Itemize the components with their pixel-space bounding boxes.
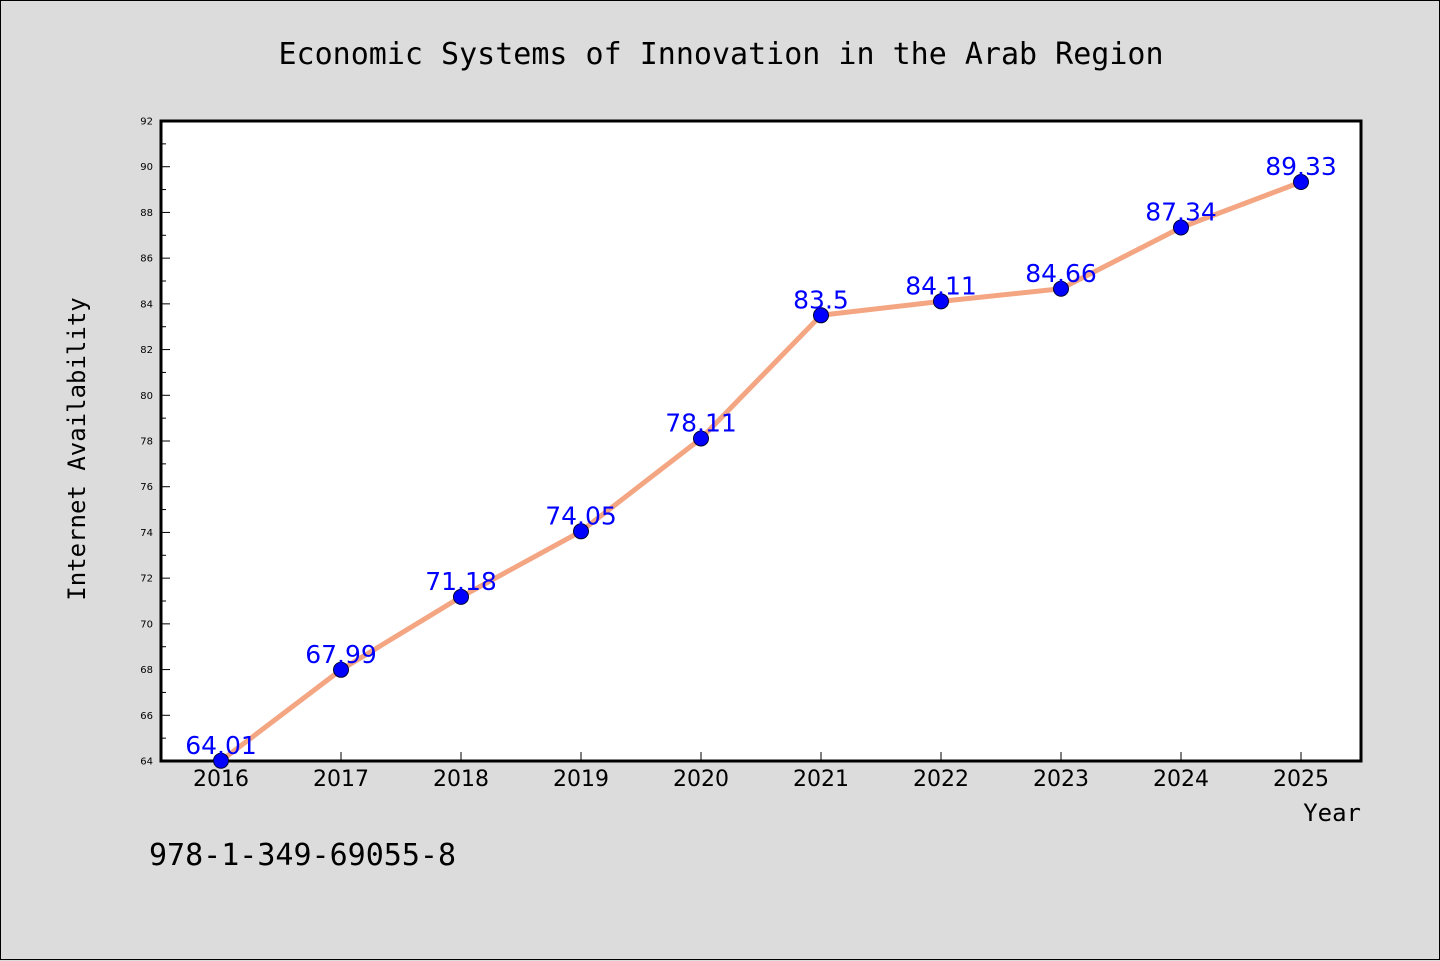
isbn-text: 978-1-349-69055-8: [149, 838, 456, 873]
data-label: 67.99: [305, 640, 377, 669]
x-tick-label: 2019: [553, 767, 609, 792]
chart-title: Economic Systems of Innovation in the Ar…: [278, 37, 1163, 72]
y-tick-label: 72: [140, 574, 153, 585]
y-tick-label: 86: [140, 254, 153, 265]
y-tick-label: 90: [140, 162, 153, 173]
x-tick-label: 2017: [313, 767, 369, 792]
data-point: [1293, 174, 1309, 191]
data-label: 89.33: [1265, 152, 1337, 181]
x-tick-label: 2024: [1153, 767, 1209, 792]
y-tick-label: 74: [140, 528, 153, 539]
x-tick-label: 2021: [793, 767, 849, 792]
data-label: 64.01: [185, 731, 257, 760]
y-tick-label: 88: [140, 208, 153, 219]
data-point: [453, 588, 469, 605]
data-point: [933, 293, 949, 310]
data-label: 74.05: [545, 501, 617, 530]
series-layer: [213, 174, 1309, 769]
y-tick-label: 68: [140, 665, 153, 676]
x-tick-label: 2025: [1273, 767, 1329, 792]
plot-area: [159, 119, 1363, 763]
x-axis: 2016 2017 2018 2019 2020 2021 2022 2023 2024 2025: [193, 752, 1329, 792]
y-tick-label: 66: [140, 711, 153, 722]
x-axis-label: Year: [1303, 799, 1361, 827]
y-tick-label: 78: [140, 437, 153, 448]
x-tick-label: 2020: [673, 767, 729, 792]
data-point: [1053, 280, 1069, 297]
y-tick-label: 92: [140, 117, 153, 128]
data-point: [693, 430, 709, 447]
data-label: 84.11: [905, 271, 977, 300]
y-tick-label: 82: [140, 345, 153, 356]
y-tick-label: 80: [140, 391, 153, 402]
y-tick-label: 84: [140, 299, 153, 310]
x-tick-label: 2016: [193, 767, 249, 792]
series-line: [218, 179, 1304, 764]
y-axis-label: Internet Availability: [63, 297, 91, 600]
data-labels: 64.01 67.99 71.18 74.05 78.11 83.5 84.11 84.66 8…: [185, 152, 1337, 760]
data-label: 87.34: [1145, 198, 1217, 227]
data-label: 83.5: [793, 285, 849, 314]
data-point: [573, 523, 589, 540]
x-tick-label: 2023: [1033, 767, 1089, 792]
x-tick-label: 2022: [913, 767, 969, 792]
y-axis: 64 66 68 70 72 74 76 78 80 82 84 86 88 90 92: [140, 117, 170, 768]
data-point: [1173, 219, 1189, 236]
y-tick-label: 70: [140, 619, 153, 630]
data-point: [213, 752, 229, 769]
x-tick-label: 2018: [433, 767, 489, 792]
data-point: [813, 307, 829, 324]
y-tick-label: 64: [140, 757, 153, 768]
data-label: 71.18: [425, 567, 497, 596]
data-point: [333, 661, 349, 678]
data-label: 78.11: [665, 408, 737, 437]
data-label: 84.66: [1025, 259, 1097, 288]
y-tick-label: 76: [140, 482, 153, 493]
